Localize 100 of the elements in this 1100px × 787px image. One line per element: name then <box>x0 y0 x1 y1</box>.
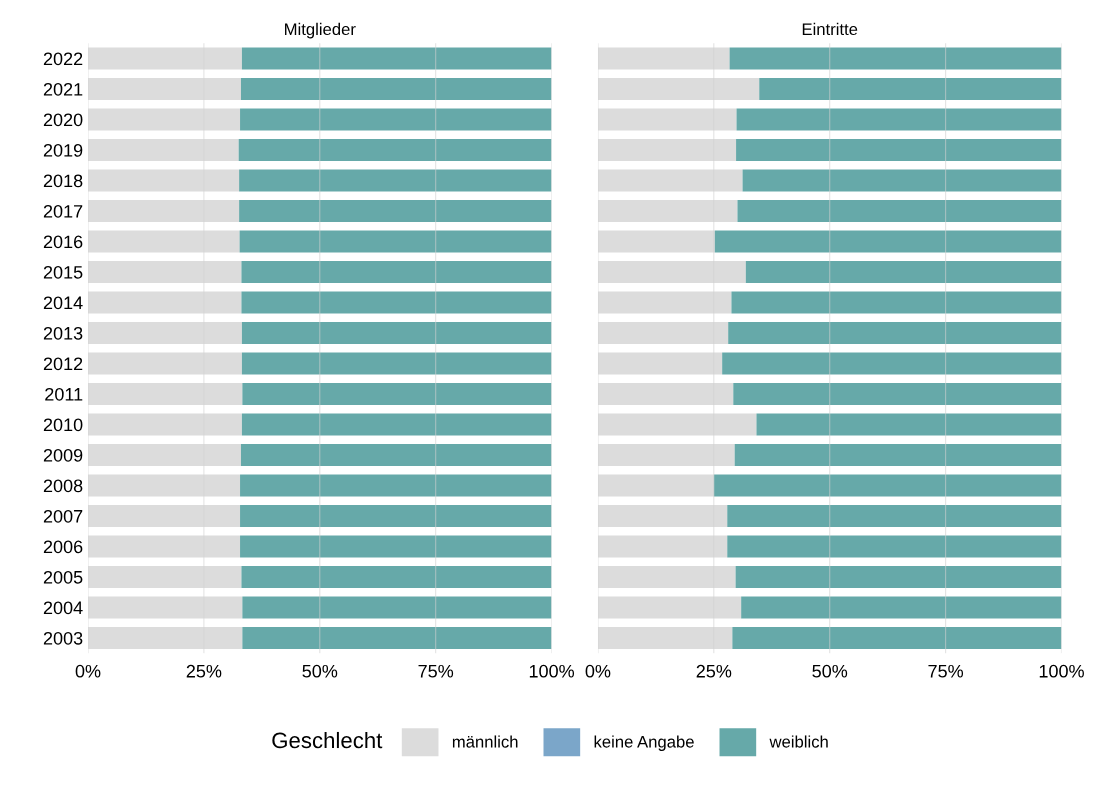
bar <box>241 291 552 314</box>
y-tick-label: 2020 <box>43 113 83 127</box>
bar <box>741 596 1062 619</box>
bar <box>88 200 240 222</box>
y-tick-label: 2003 <box>43 631 83 645</box>
bar <box>733 383 1062 405</box>
bar <box>241 352 552 375</box>
bar <box>88 626 243 649</box>
chart-title: Mitglieder <box>285 22 356 39</box>
bar <box>737 200 1062 222</box>
bar <box>241 322 552 344</box>
bar <box>88 535 241 558</box>
bar <box>88 383 243 405</box>
y-tick-label: 2010 <box>43 418 83 432</box>
legend-label: weiblich <box>769 735 828 748</box>
bar <box>735 565 1062 588</box>
x-tick-label: 75% <box>418 664 454 678</box>
bar <box>597 505 728 527</box>
bar <box>745 261 1062 283</box>
y-tick-label: 2012 <box>43 357 83 371</box>
y-tick-label: 2021 <box>43 82 83 96</box>
bar <box>88 169 240 192</box>
bar <box>729 47 1062 70</box>
bar <box>597 474 714 497</box>
y-tick-label: 2018 <box>43 174 83 188</box>
y-tick-label: 2016 <box>43 235 83 249</box>
bar <box>88 322 242 344</box>
bar <box>722 352 1062 375</box>
bar <box>88 108 241 131</box>
bar <box>88 474 241 497</box>
bar <box>88 291 242 314</box>
x-tick-label: 75% <box>928 664 964 678</box>
y-tick-label: 2005 <box>43 570 83 584</box>
bar <box>731 291 1062 314</box>
bar <box>241 413 552 436</box>
bar <box>597 139 737 161</box>
bar <box>88 505 241 527</box>
bar <box>597 596 742 619</box>
bar <box>239 200 552 222</box>
bar <box>240 535 552 558</box>
x-tick-label: 25% <box>186 664 222 678</box>
bar <box>597 261 746 283</box>
y-tick-label: 2011 <box>45 387 83 401</box>
legend-title: Geschlecht <box>272 731 383 749</box>
bar <box>597 230 715 253</box>
y-tick-label: 2007 <box>43 509 83 523</box>
bar <box>732 626 1062 649</box>
bar <box>597 200 738 222</box>
bar <box>240 108 552 131</box>
x-tick-label: 50% <box>812 664 848 678</box>
bar <box>88 596 243 619</box>
bar <box>597 413 757 436</box>
legend-label: männlich <box>452 735 518 748</box>
bar <box>742 169 1062 192</box>
legend-label: keine Angabe <box>594 735 694 751</box>
bar <box>88 261 242 283</box>
bar <box>241 565 552 588</box>
y-tick-label: 2006 <box>43 540 83 554</box>
x-tick-label: 0% <box>75 664 101 678</box>
bar <box>239 169 552 192</box>
bar <box>238 139 552 161</box>
bar <box>241 47 552 70</box>
bar <box>241 261 552 283</box>
bar <box>597 383 734 405</box>
bar <box>242 383 552 405</box>
bar <box>597 47 730 70</box>
bar <box>597 626 733 649</box>
x-tick-label: 100% <box>1039 664 1084 678</box>
bar <box>727 535 1062 558</box>
bar <box>240 78 552 101</box>
bar <box>736 139 1062 161</box>
bar <box>734 444 1062 466</box>
bar <box>597 444 735 466</box>
bar <box>597 322 729 344</box>
bar <box>88 78 241 101</box>
bar <box>759 78 1062 101</box>
x-tick-label: 0% <box>585 664 611 678</box>
bar <box>88 352 242 375</box>
bar <box>597 108 737 131</box>
bar <box>88 444 241 466</box>
bar <box>240 505 552 527</box>
x-tick-label: 100% <box>529 664 575 678</box>
bar <box>597 352 723 375</box>
y-tick-label: 2013 <box>43 326 83 340</box>
y-tick-label: 2019 <box>43 143 83 157</box>
bar <box>242 626 552 649</box>
bar <box>714 230 1062 253</box>
x-tick-label: 50% <box>302 664 338 678</box>
bar <box>239 230 552 253</box>
bar <box>88 139 239 161</box>
bar <box>88 230 240 253</box>
y-tick-label: 2008 <box>43 479 83 493</box>
bar <box>756 413 1062 436</box>
bar <box>242 596 552 619</box>
y-tick-label: 2015 <box>43 265 83 279</box>
bar <box>597 565 736 588</box>
bar <box>597 78 760 101</box>
chart-title: Eintritte <box>802 22 858 36</box>
bar <box>597 291 732 314</box>
bar <box>597 169 743 192</box>
